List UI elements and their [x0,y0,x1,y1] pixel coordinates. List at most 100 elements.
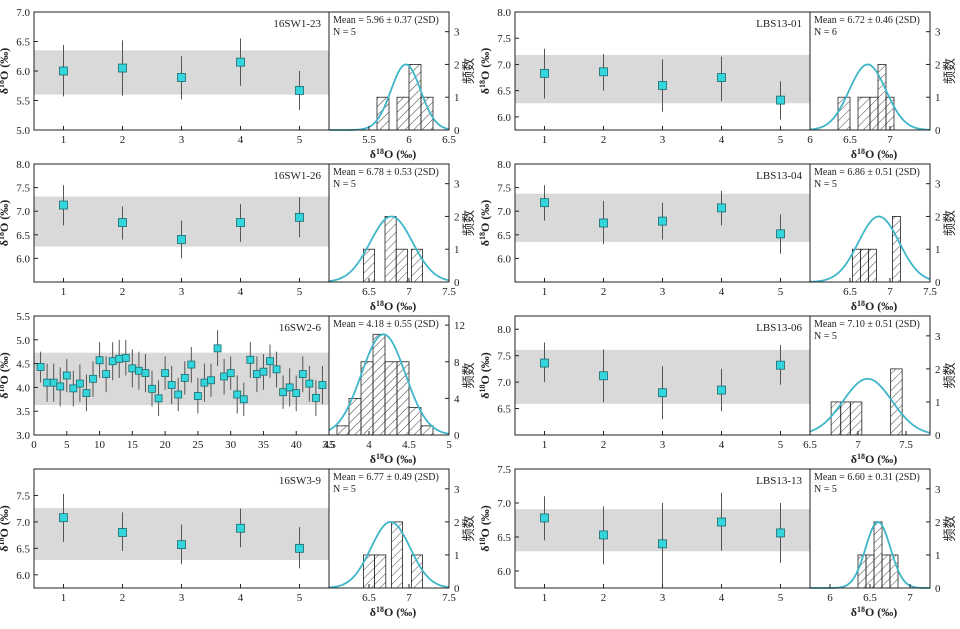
data-point [69,384,78,393]
data-point [59,200,68,210]
hist-bar [384,361,398,436]
freq-tick-label: 2 [935,517,941,529]
x-tick-label: 15 [127,439,139,451]
sample-label: LBS13-04 [756,170,802,182]
data-point [540,198,549,208]
y-tick-label: 3.0 [16,430,30,442]
data-point [658,81,667,90]
freq-axis-label: 频数 [461,58,476,84]
data-point [177,73,186,82]
y-tick-label: 5.0 [16,335,30,347]
y-tick-label: 4.0 [16,382,30,394]
hist-bar [396,361,410,436]
data-point [295,86,304,95]
hist-x-tick-label: 7.5 [899,439,913,451]
x-tick-label: 1 [542,592,548,604]
freq-axis-label: 频数 [942,210,957,236]
y-axis-label-rest: O (‰) [478,200,492,232]
hist-bar [384,216,397,283]
panel-frame [33,315,450,436]
hist-x-axis-label-delta: δ [370,605,376,619]
freq-tick-label: 0 [935,583,941,595]
panel-frame [514,11,931,131]
hist-x-tick-label: 6.5 [362,286,376,298]
data-point [599,371,608,381]
sample-label: 16SW1-26 [273,170,321,182]
hist-x-axis-label: δ18O (‰) [851,299,898,314]
freq-tick-label: 2 [454,517,460,529]
data-point [59,513,68,523]
hist-x-axis-label-sup: 18 [376,147,384,156]
y-axis-label-delta: δ [478,88,492,94]
y-tick-label: 6.0 [16,253,30,265]
x-tick-label: 2 [120,592,126,604]
y-tick-label: 7.5 [497,464,511,476]
data-point [174,390,183,399]
mean-text: Mean = 6.77 ± 0.49 (2SD) [333,472,439,483]
y-axis-label: δ18O (‰) [478,200,493,247]
freq-tick-label: 2 [935,59,941,71]
hist-x-axis-label: δ18O (‰) [370,452,417,467]
y-axis-label-rest: O (‰) [0,505,11,537]
y-tick-label: 7.0 [497,377,511,389]
hist-x-axis-label: δ18O (‰) [370,605,417,620]
data-point [658,539,667,549]
y-tick-label: 8.0 [497,159,511,171]
hist-x-axis-label-sup: 18 [376,452,384,461]
freq-tick-label: 2 [454,59,460,71]
data-point [266,357,274,366]
hist-x-tick-label: 6 [827,592,833,604]
freq-tick-label: 3 [935,331,941,343]
hist-x-axis-label-rest: O (‰) [384,299,416,313]
hist-x-tick-label: 6.5 [803,439,817,451]
hist-x-tick-label: 6.5 [442,134,456,146]
hist-bar [395,248,408,283]
data-point [599,530,608,540]
x-tick-label: 5 [297,134,303,146]
data-point [246,355,255,364]
hist-x-tick-label: 6.5 [863,592,877,604]
data-point [49,378,58,387]
y-tick-label: 5.0 [16,125,30,137]
data-point [717,203,726,213]
data-point [56,382,65,391]
data-point [89,374,97,383]
y-axis-label: δ18O (‰) [0,48,11,95]
data-point [295,543,304,553]
data-point [36,363,45,371]
hist-x-axis-label-rest: O (‰) [865,605,897,619]
y-axis-label-rest: O (‰) [0,352,11,384]
hist-bar [852,248,861,283]
data-point [95,356,104,365]
y-tick-label: 7.5 [497,183,511,195]
data-point [311,393,320,402]
hist-bar [860,248,869,283]
data-point [717,73,726,82]
hist-x-axis-label-sup: 18 [857,299,865,308]
x-tick-label: 4 [238,286,244,298]
mean-text: Mean = 4.18 ± 0.55 (2SD) [333,319,439,330]
y-tick-label: 6.5 [16,230,30,242]
data-point [298,370,307,378]
freq-axis-label: 频数 [942,515,957,541]
y-tick-label: 6.0 [497,566,511,578]
mean-text: Mean = 6.78 ± 0.53 (2SD) [333,167,439,178]
x-tick-label: 5 [778,134,784,146]
hist-bar [868,248,877,283]
freq-tick-label: 3 [454,179,460,191]
hist-x-tick-label: 6 [406,134,412,146]
data-point [187,360,196,369]
data-point [236,218,245,227]
data-point [776,95,785,105]
y-axis-label-delta: δ [478,546,492,552]
freq-axis-label: 频数 [942,362,957,388]
hist-bar [374,554,387,589]
freq-tick-label: 3 [935,27,941,39]
y-axis-label: δ18O (‰) [0,200,11,247]
x-tick-label: 25 [192,439,204,451]
freq-tick-label: 4 [454,393,460,405]
hist-x-axis-label-rest: O (‰) [384,452,416,466]
